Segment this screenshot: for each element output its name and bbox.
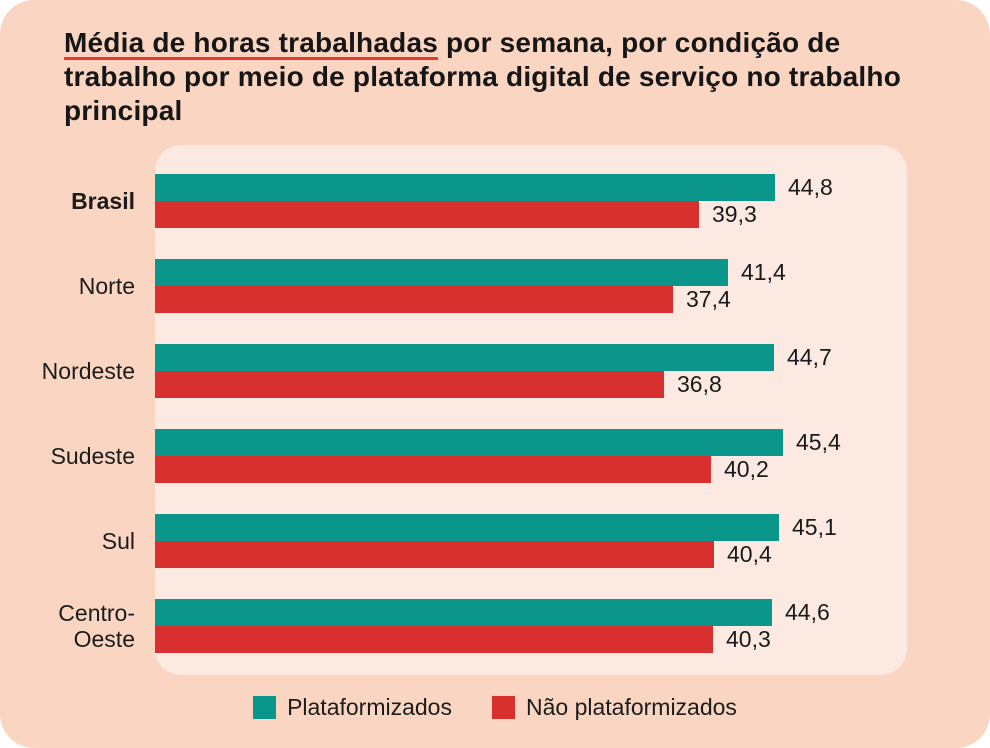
value-label: 45,1 (792, 513, 837, 540)
value-label: 39,3 (712, 200, 757, 227)
chart-row-nordeste: Nordeste 44,7 36,8 (0, 343, 990, 398)
bar-n-o-plataformizados (155, 455, 711, 483)
bar-plataformizados (155, 258, 728, 286)
category-label: Sul (101, 527, 135, 554)
value-label: 40,2 (724, 455, 769, 482)
chart-row-norte: Norte 41,4 37,4 (0, 258, 990, 313)
chart-row-brasil: Brasil 44,8 39,3 (0, 173, 990, 228)
value-label: 37,4 (686, 285, 731, 312)
bar-n-o-plataformizados (155, 200, 699, 228)
value-label: 44,8 (788, 173, 833, 200)
bar-n-o-plataformizados (155, 625, 713, 653)
category-label: Brasil (71, 187, 135, 214)
value-label: 40,4 (727, 540, 772, 567)
chart-rows: Brasil 44,8 39,3 Norte 41,4 37,4 Nordeste 44,7 3… (0, 145, 990, 683)
category-label: Centro-Oeste (58, 599, 135, 652)
value-label: 36,8 (677, 370, 722, 397)
bar-line: 39,3 (155, 200, 990, 228)
chart-title: Média de horas trabalhadas por semana, p… (64, 26, 944, 128)
bar-group: 45,4 40,2 (155, 428, 990, 483)
bar-plataformizados (155, 173, 775, 201)
legend-label: Plataformizados (287, 694, 452, 720)
bar-line: 37,4 (155, 285, 990, 313)
bar-plataformizados (155, 598, 772, 626)
bar-line: 41,4 (155, 258, 990, 286)
bar-group: 44,8 39,3 (155, 173, 990, 228)
category-label: Norte (78, 272, 135, 299)
category-label: Sudeste (50, 442, 135, 469)
legend-swatch-teal-icon (253, 696, 277, 719)
chart-row-sudeste: Sudeste 45,4 40,2 (0, 428, 990, 483)
bar-group: 45,1 40,4 (155, 513, 990, 568)
bar-line: 45,1 (155, 513, 990, 541)
bar-line: 36,8 (155, 370, 990, 398)
legend: Plataformizados Não plataformizados (0, 694, 990, 721)
legend-swatch-red-icon (491, 696, 515, 719)
bar-line: 44,7 (155, 343, 990, 371)
bar-n-o-plataformizados (155, 540, 714, 568)
bar-group: 44,7 36,8 (155, 343, 990, 398)
bar-n-o-plataformizados (155, 370, 664, 398)
value-label: 41,4 (741, 258, 786, 285)
chart-row-centro-oeste: Centro-Oeste 44,6 40,3 (0, 598, 990, 653)
value-label: 44,7 (787, 343, 832, 370)
bar-plataformizados (155, 428, 783, 456)
bar-line: 40,2 (155, 455, 990, 483)
bar-plataformizados (155, 513, 779, 541)
bar-line: 40,4 (155, 540, 990, 568)
chart-row-sul: Sul 45,1 40,4 (0, 513, 990, 568)
value-label: 44,6 (785, 598, 830, 625)
plot-area-panel (155, 145, 907, 675)
bar-line: 40,3 (155, 625, 990, 653)
legend-item-nao-plataformizados: Não plataformizados (491, 694, 737, 721)
legend-item-plataformizados: Plataformizados (253, 694, 452, 721)
chart-title-rest: por semana, por condição de trabalho por… (64, 27, 901, 126)
value-label: 40,3 (726, 625, 771, 652)
bar-line: 44,8 (155, 173, 990, 201)
legend-label: Não plataformizados (525, 694, 737, 720)
chart-title-underlined-part: Média de horas trabalhadas (64, 27, 438, 58)
bar-n-o-plataformizados (155, 285, 673, 313)
bar-line: 45,4 (155, 428, 990, 456)
bar-plataformizados (155, 343, 774, 371)
category-label: Nordeste (41, 357, 135, 384)
bar-group: 41,4 37,4 (155, 258, 990, 313)
value-label: 45,4 (796, 428, 841, 455)
bar-group: 44,6 40,3 (155, 598, 990, 653)
bar-line: 44,6 (155, 598, 990, 626)
